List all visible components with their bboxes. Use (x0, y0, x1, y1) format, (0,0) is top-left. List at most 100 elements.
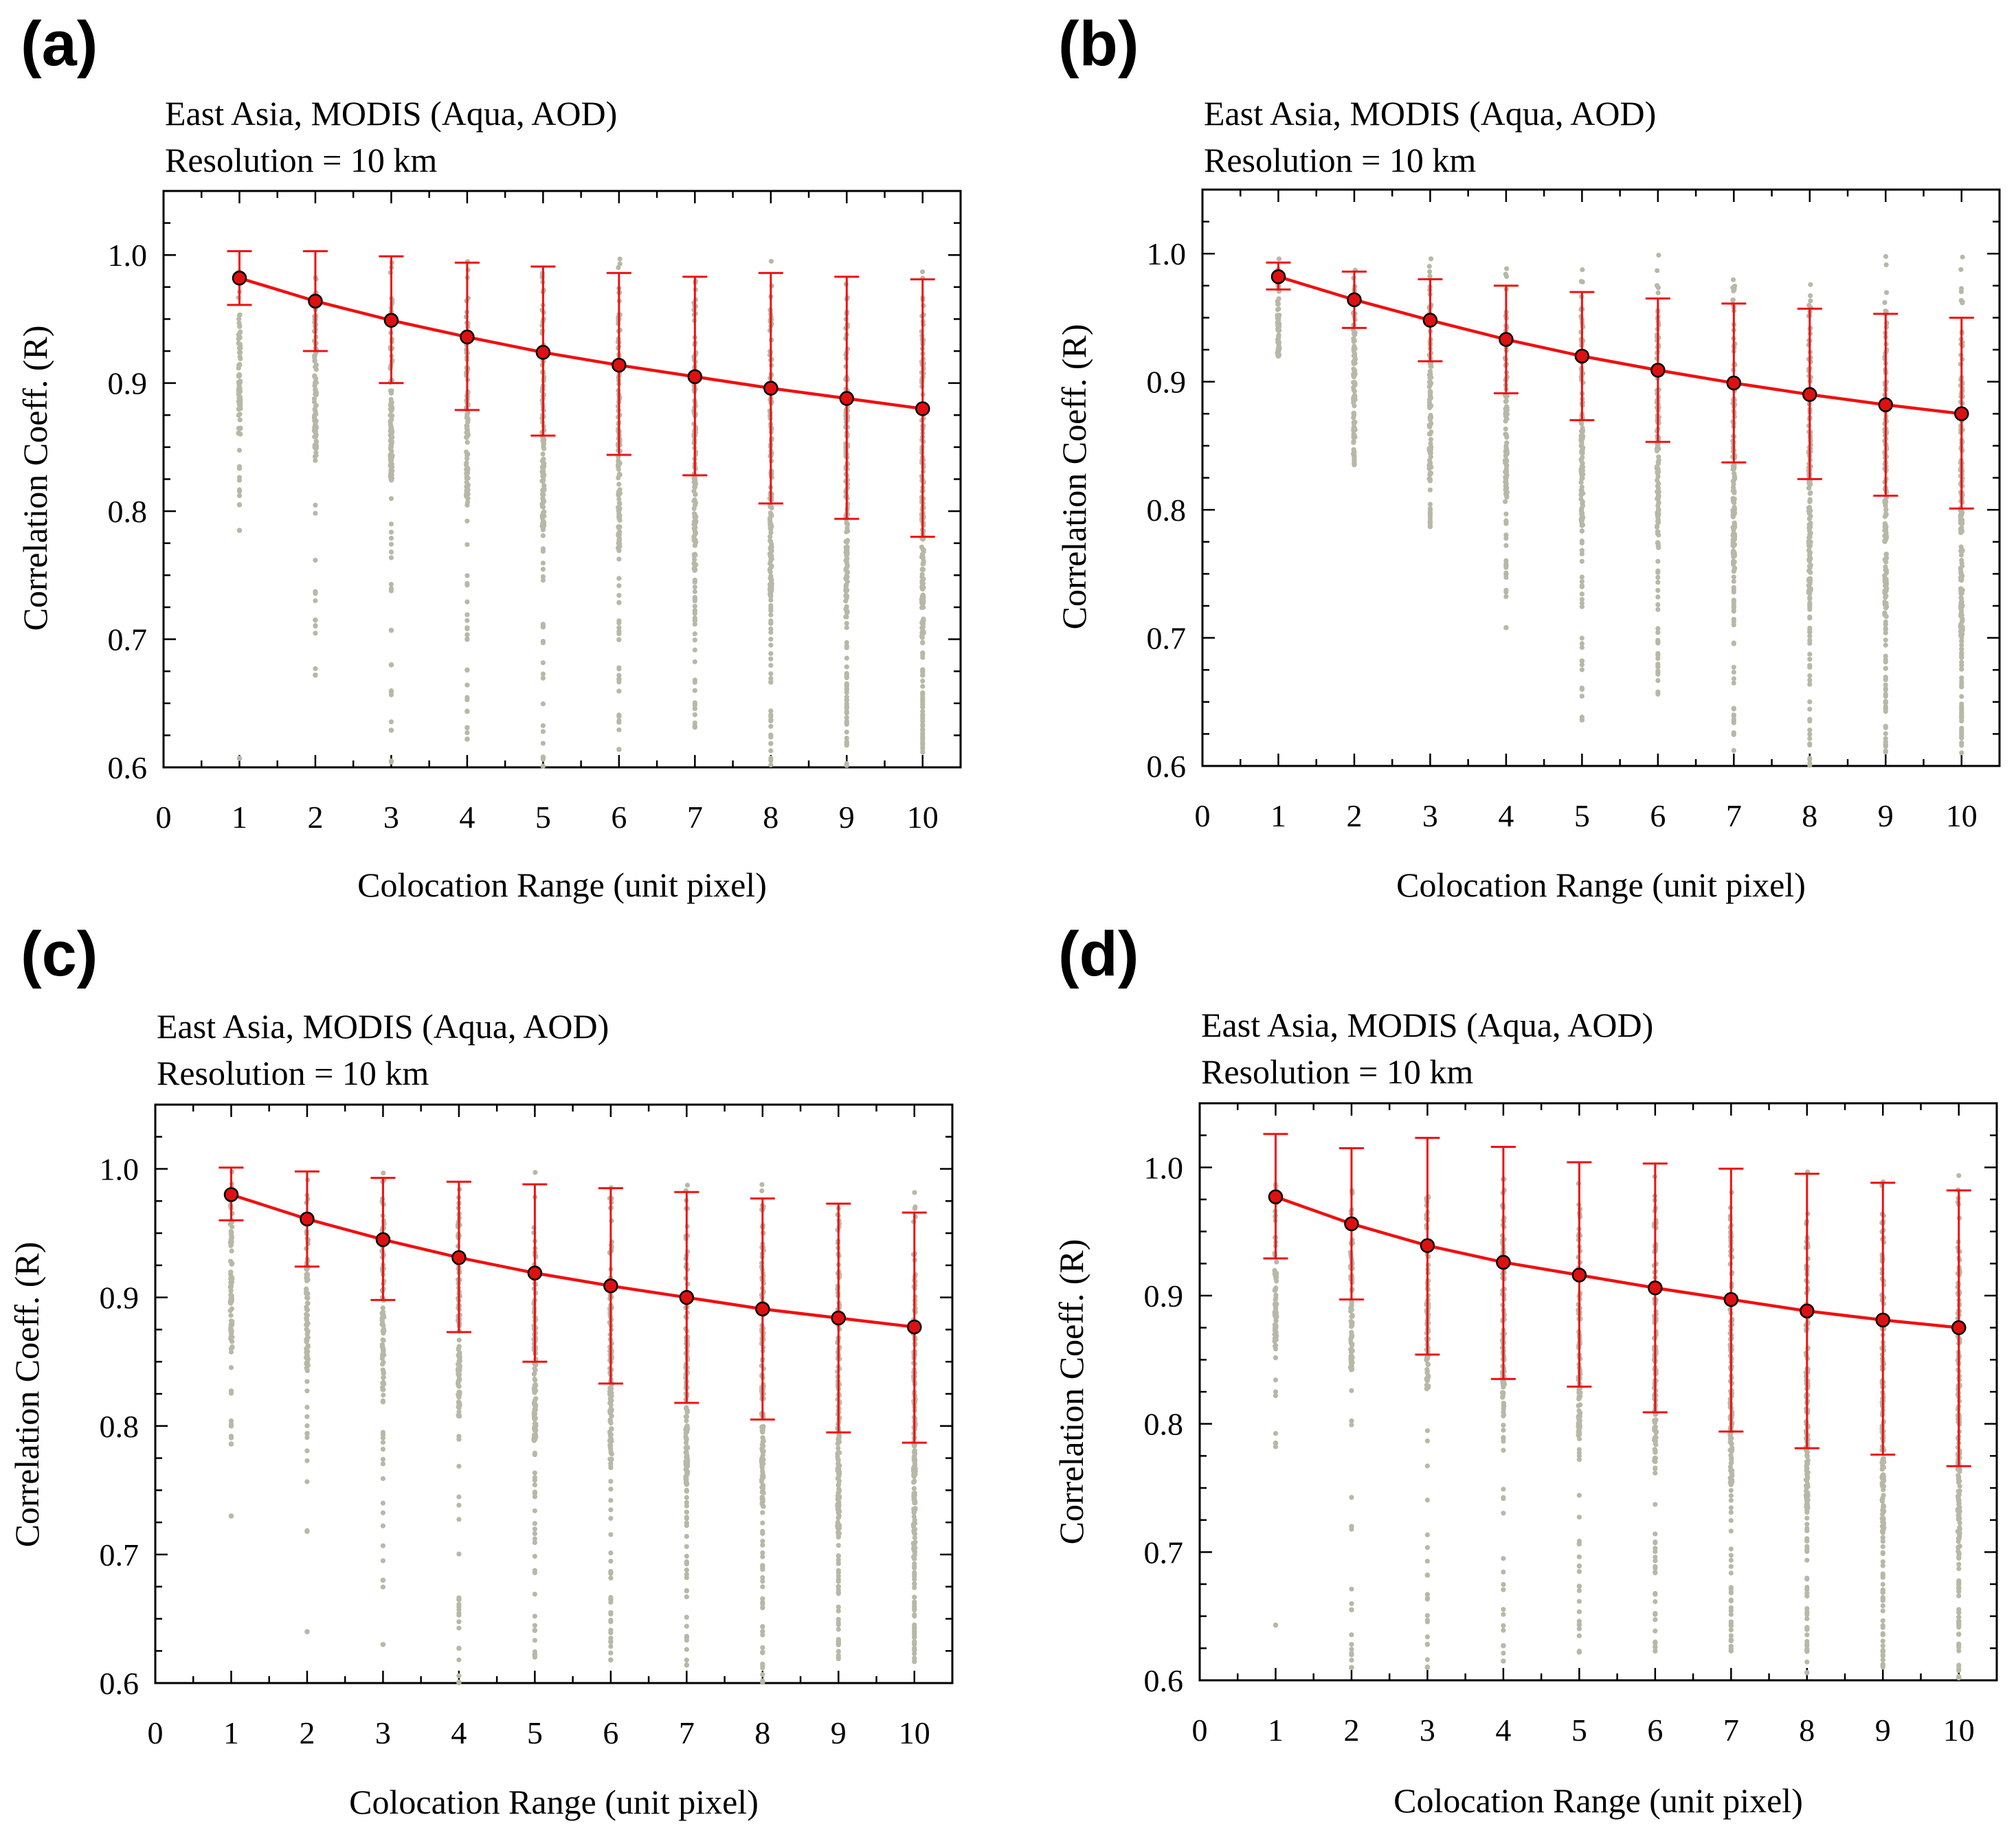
y-tick-label: 0.6 (1147, 749, 1187, 784)
scatter-point (313, 408, 318, 414)
scatter-point (1883, 627, 1888, 633)
scatter-point (1882, 533, 1888, 539)
scatter-point (1730, 540, 1736, 545)
scatter-point (616, 688, 622, 694)
scatter-point (1731, 574, 1736, 580)
x-tick-label: 3 (383, 800, 399, 835)
scatter-point (1958, 552, 1964, 558)
scatter-point (1503, 587, 1509, 593)
scatter-point (1503, 511, 1509, 517)
scatter-point (533, 1436, 538, 1442)
error-bars (1266, 261, 1974, 510)
scatter-point (380, 1543, 386, 1548)
individual-r-points (236, 256, 926, 769)
scatter-point (388, 521, 394, 527)
scatter-point (456, 1673, 462, 1678)
y-tick-label: 0.8 (1147, 493, 1187, 528)
scatter-point (844, 558, 849, 564)
scatter-point (843, 539, 849, 544)
scatter-point (1883, 576, 1889, 582)
scatter-point (236, 475, 243, 480)
scatter-outlier (608, 1657, 614, 1663)
scatter-point (1808, 282, 1813, 287)
mean-r-point (1422, 313, 1438, 328)
scatter-point (912, 1561, 917, 1567)
scatter-point (912, 1640, 917, 1645)
scatter-point (1959, 714, 1964, 720)
mean-r-line (1277, 275, 1962, 416)
scatter-point (532, 1591, 537, 1597)
scatter-point (921, 605, 926, 610)
scatter-point (1504, 463, 1510, 469)
scatter-point (768, 539, 774, 544)
scatter-point (836, 1488, 842, 1493)
scatter-point (768, 656, 774, 662)
y-tick-label: 0.7 (100, 1537, 139, 1572)
scatter-point (684, 1414, 690, 1419)
scatter-point (532, 1614, 537, 1619)
scatter-point (836, 1532, 841, 1538)
scatter-point (920, 731, 926, 736)
scatter-point (236, 388, 241, 394)
scatter-point (1580, 267, 1585, 273)
scatter-point (1504, 434, 1510, 440)
mean-r-point (1347, 292, 1362, 308)
scatter-outlier (388, 662, 394, 668)
scatter-point (1276, 324, 1281, 329)
scatter-point (380, 1456, 386, 1462)
scatter-point (769, 554, 774, 560)
scatter-point (1579, 604, 1584, 609)
scatter-point (768, 762, 774, 767)
scatter-point (692, 611, 697, 616)
scatter-point (1429, 464, 1434, 470)
scatter-point (608, 1386, 614, 1392)
scatter-point (1883, 677, 1888, 683)
scatter-point (456, 1657, 462, 1662)
scatter-point (1807, 490, 1813, 497)
scatter-point (684, 1658, 689, 1663)
scatter-point (836, 1622, 841, 1627)
scatter-point (229, 1275, 235, 1280)
scatter-point (1883, 290, 1890, 295)
scatter-point (1959, 557, 1964, 563)
scatter-outlier (228, 1513, 234, 1519)
scatter-point (1655, 587, 1661, 593)
scatter-point (388, 388, 393, 394)
scatter-point (911, 1542, 917, 1548)
scatter-point (768, 675, 774, 681)
scatter-point (305, 1277, 311, 1283)
scatter-point (760, 1678, 765, 1684)
scatter-outlier (236, 528, 243, 533)
scatter-outlier (388, 727, 394, 733)
scatter-point (238, 346, 243, 351)
scatter-point (844, 625, 849, 631)
scatter-point (1655, 513, 1661, 519)
scatter-point (1351, 374, 1357, 380)
scatter-point (616, 459, 621, 464)
scatter-point (1579, 439, 1584, 444)
scatter-point (457, 1377, 462, 1383)
x-tick-label: 5 (1574, 798, 1590, 833)
scatter-point (228, 1284, 234, 1290)
x-tick-label: 10 (907, 800, 939, 835)
scatter-point (313, 367, 319, 372)
scatter-point (1883, 527, 1889, 532)
scatter-point (456, 1680, 462, 1685)
x-tick-label: 0 (148, 1715, 164, 1750)
scatter-point (836, 1439, 842, 1445)
scatter-point (532, 1553, 537, 1559)
scatter-point (768, 723, 774, 729)
scatter-point (1352, 352, 1358, 357)
scatter-point (692, 589, 697, 594)
scatter-point (1732, 473, 1738, 479)
scatter-point (313, 403, 319, 408)
scatter-point (684, 1560, 689, 1566)
scatter-point (456, 1502, 462, 1508)
scatter-point (1960, 254, 1965, 260)
scatter-point (836, 1471, 842, 1477)
scatter-outlier (380, 1642, 386, 1647)
scatter-point (768, 642, 774, 648)
scatter-point (1503, 561, 1509, 567)
scatter-point (616, 719, 622, 725)
scatter-point (532, 1531, 537, 1537)
